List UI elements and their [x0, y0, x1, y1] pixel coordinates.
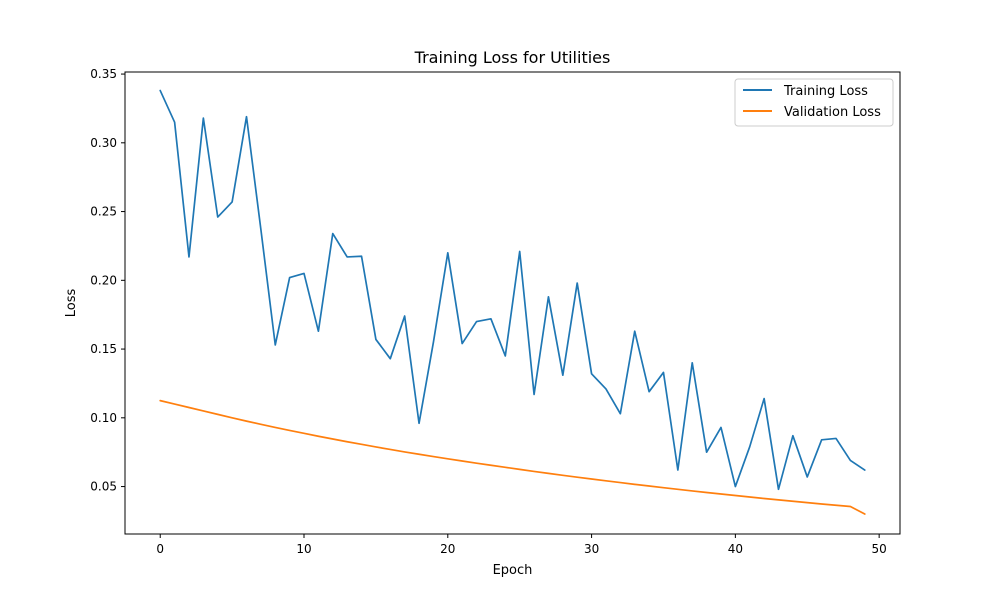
- legend-label-training: Training Loss: [783, 84, 868, 99]
- x-tick-label: 30: [584, 542, 599, 556]
- legend-box: [734, 78, 894, 127]
- y-tick-label: 0.15: [90, 342, 117, 356]
- axis-ticks: 0 10 20 30 40 50 0.05 0.10 0.15 0.20 0.25 0.30 0.35: [90, 67, 887, 556]
- x-tick-label: 50: [872, 542, 887, 556]
- y-tick-label: 0.35: [90, 67, 117, 81]
- y-axis-label: Loss: [64, 289, 79, 318]
- y-tick-label: 0.25: [90, 205, 117, 219]
- x-tick-label: 20: [440, 542, 455, 556]
- x-tick-label: 10: [296, 542, 311, 556]
- chart-title: Training Loss for Utilities: [414, 48, 611, 67]
- legend: Training Loss Validation Loss: [734, 78, 894, 127]
- x-axis-label: Epoch: [493, 563, 533, 578]
- y-tick-label: 0.10: [90, 411, 117, 425]
- series-line-training-loss: [159, 89, 866, 491]
- y-tick-label: 0.20: [90, 273, 117, 287]
- series-lines: [159, 89, 866, 515]
- x-tick-label: 40: [728, 542, 743, 556]
- legend-label-validation: Validation Loss: [784, 105, 881, 120]
- x-tick-label: 0: [156, 542, 164, 556]
- series-line-validation-loss: [159, 399, 866, 515]
- y-tick-label: 0.30: [90, 136, 117, 150]
- y-tick-label: 0.05: [90, 480, 117, 494]
- plot-area-frame: [124, 71, 901, 535]
